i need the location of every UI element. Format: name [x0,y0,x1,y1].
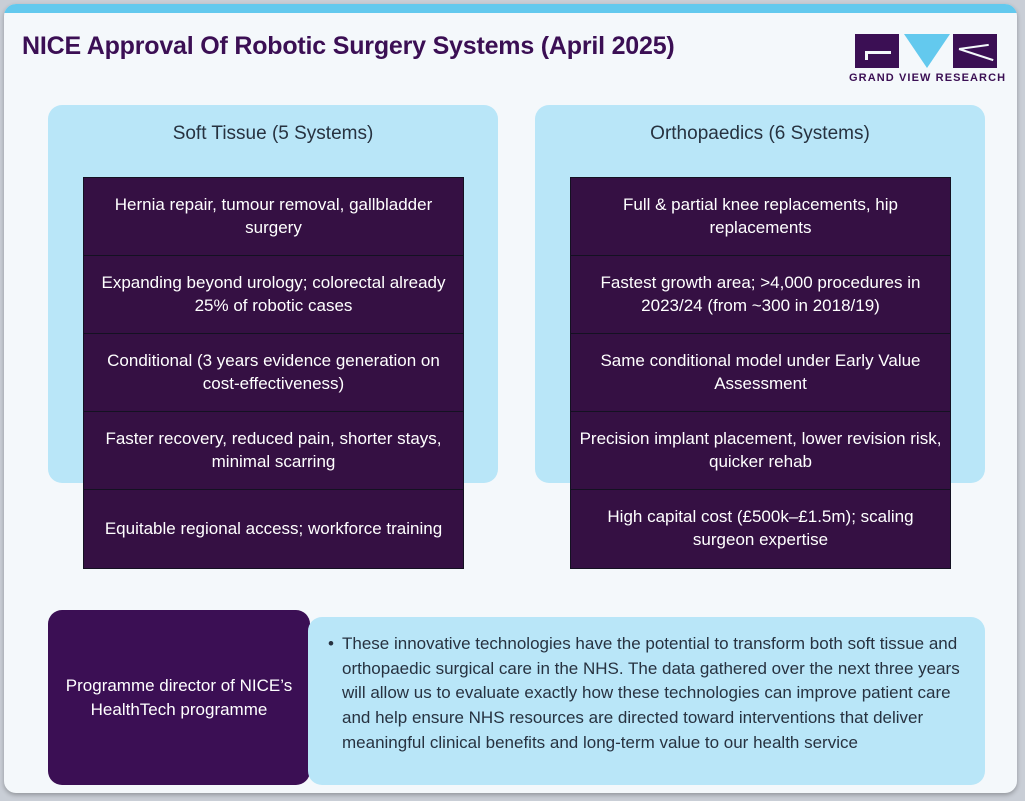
slide-surface: NICE Approval Of Robotic Surgery Systems… [4,4,1017,793]
category-row-cell: Fastest growth area; >4,000 procedures i… [571,256,950,334]
page-title: NICE Approval Of Robotic Surgery Systems… [22,32,675,60]
quote-attribution: Programme director of NICE’s HealthTech … [48,610,310,785]
logo-g-icon [855,34,899,68]
category-row-cell: Same conditional model under Early Value… [571,334,950,412]
category-row-cell: Equitable regional access; workforce tra… [104,518,443,538]
quote-panel: • These innovative technologies have the… [308,617,985,785]
category-columns: Soft Tissue (5 Systems) Hernia repair, t… [4,4,1017,793]
category-rows: Hernia repair, tumour removal, gallbladd… [83,177,464,569]
category-header: Soft Tissue (5 Systems) [172,123,374,144]
quote-text: These innovative technologies have the p… [342,634,960,752]
logo-wordmark: GRAND VIEW RESEARCH [849,72,1007,84]
bullet-icon: • [328,634,334,653]
category-row-cell: Expanding beyond urology; colorectal alr… [84,256,463,334]
logo-marks [849,34,1001,68]
logo-r-icon [953,34,997,68]
category-card-orthopaedics: Orthopaedics (6 Systems) Full & partial … [535,105,985,569]
quote-text-wrapper: • These innovative technologies have the… [328,632,967,755]
category-row-cell: High capital cost (£500k–£1.5m); scaling… [607,507,914,549]
header: NICE Approval Of Robotic Surgery Systems… [4,13,1017,91]
category-row-cell: Precision implant placement, lower revis… [571,412,950,490]
category-row-cell: Full & partial knee replacements, hip re… [571,178,950,256]
top-accent-bar [4,4,1017,13]
grand-view-research-logo: GRAND VIEW RESEARCH [849,34,1007,89]
quote-section: Programme director of NICE’s HealthTech … [4,4,1017,793]
logo-v-triangle-icon [904,34,950,68]
category-row-cell: Faster recovery, reduced pain, shorter s… [84,412,463,490]
category-card-soft-tissue: Soft Tissue (5 Systems) Hernia repair, t… [48,105,498,569]
category-row-cell: Conditional (3 years evidence generation… [84,334,463,412]
category-header: Orthopaedics (6 Systems) [650,123,870,144]
category-row-cell: Hernia repair, tumour removal, gallbladd… [84,178,463,256]
category-rows: Full & partial knee replacements, hip re… [570,177,951,569]
